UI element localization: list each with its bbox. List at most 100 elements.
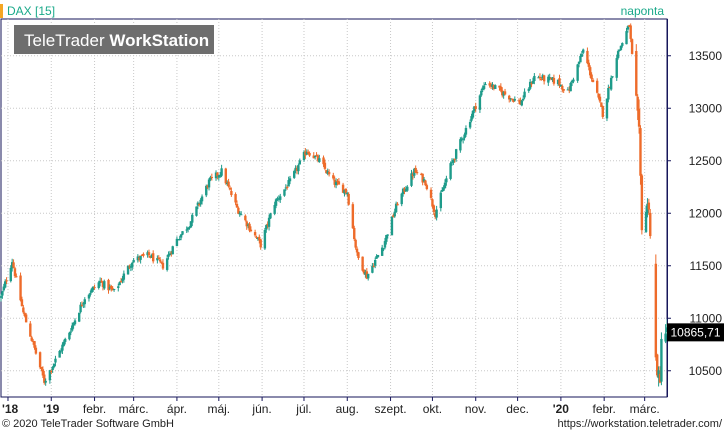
- candle: [41, 366, 45, 379]
- candle: [519, 97, 522, 105]
- candle-body: [347, 193, 350, 205]
- candle-body: [541, 75, 544, 79]
- source-url-link[interactable]: https://workstation.teletrader.com/: [557, 418, 722, 430]
- candle: [274, 198, 278, 209]
- candle-body: [601, 106, 604, 117]
- candle-body: [530, 83, 533, 85]
- candle: [468, 119, 472, 130]
- candle-body: [3, 281, 7, 288]
- candle-body: [618, 49, 621, 51]
- candle-body: [489, 85, 493, 87]
- candle: [562, 88, 565, 93]
- candle-body: [375, 256, 378, 259]
- candle: [598, 93, 602, 103]
- candle: [195, 206, 198, 217]
- candle-body: [443, 182, 447, 189]
- last-value-label: 10865,71: [670, 325, 720, 339]
- candle-body: [51, 366, 54, 371]
- candle: [273, 201, 276, 216]
- candle-body: [441, 189, 444, 192]
- candle: [371, 263, 374, 274]
- candle: [558, 74, 561, 89]
- candle-body: [343, 189, 346, 194]
- y-tick-label: 11500: [690, 259, 723, 273]
- candle-body: [390, 216, 394, 236]
- candle: [316, 154, 320, 163]
- candle-body: [185, 229, 188, 231]
- candle-body: [266, 223, 269, 226]
- candle-body: [403, 188, 406, 192]
- candle: [256, 237, 260, 241]
- candle-body: [140, 254, 144, 256]
- candle: [318, 154, 321, 163]
- candle: [386, 234, 389, 239]
- candle-body: [323, 162, 327, 169]
- candle: [266, 221, 269, 229]
- candle-body: [93, 287, 96, 289]
- candle: [146, 250, 149, 258]
- candle-body: [298, 160, 301, 165]
- candle-body: [227, 181, 230, 187]
- candle: [167, 251, 170, 260]
- candle-body: [170, 252, 173, 254]
- candle: [205, 184, 208, 198]
- candle-body: [206, 185, 209, 188]
- candle-body: [579, 55, 582, 63]
- candle-body: [87, 294, 91, 299]
- candle-body: [33, 341, 36, 348]
- candle: [482, 82, 486, 91]
- candle-body: [393, 211, 396, 217]
- candle-body: [595, 80, 599, 93]
- candle: [220, 164, 223, 178]
- candle: [312, 152, 315, 159]
- candle-body: [165, 258, 169, 270]
- candle: [630, 38, 634, 55]
- candle-body: [630, 39, 634, 54]
- candle: [404, 186, 408, 193]
- candle-body: [410, 173, 413, 186]
- candle-body: [502, 91, 505, 96]
- candle-body: [103, 281, 106, 289]
- candle: [90, 287, 93, 294]
- candle: [112, 288, 116, 292]
- candle: [43, 370, 46, 385]
- candle-body: [542, 75, 546, 82]
- candle: [305, 149, 308, 155]
- candle-body: [41, 369, 45, 376]
- candle-body: [150, 254, 153, 258]
- candle: [101, 280, 105, 291]
- candle: [52, 363, 56, 369]
- candle-body: [499, 86, 503, 91]
- candle-body: [481, 87, 484, 90]
- candle-body: [586, 50, 589, 64]
- candle: [89, 290, 92, 297]
- candle: [481, 85, 484, 93]
- candle-body: [582, 49, 585, 53]
- candle-body: [421, 173, 424, 183]
- candle: [304, 148, 307, 159]
- candle: [199, 198, 202, 207]
- candle: [79, 302, 82, 314]
- candle: [432, 204, 436, 215]
- candle-body: [607, 87, 610, 100]
- candle-body: [572, 79, 575, 82]
- candle-body: [509, 98, 512, 100]
- candle-body: [122, 273, 126, 280]
- candle-body: [626, 26, 630, 30]
- candle-body: [414, 167, 417, 173]
- candle-body: [459, 139, 462, 151]
- candle: [157, 255, 160, 260]
- candle-body: [580, 54, 584, 57]
- candle-body: [326, 171, 329, 174]
- candle-body: [168, 253, 172, 256]
- candle: [540, 77, 543, 81]
- candle: [181, 231, 184, 236]
- candle: [501, 87, 504, 98]
- candle-body: [279, 196, 282, 200]
- candle-body: [561, 85, 564, 90]
- candle: [147, 249, 151, 258]
- candle: [376, 254, 380, 258]
- candle-body: [621, 43, 624, 46]
- candle-body: [491, 84, 494, 87]
- candle-body: [73, 320, 77, 325]
